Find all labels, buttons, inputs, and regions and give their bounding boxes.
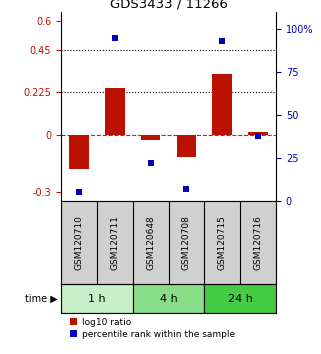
Bar (248, 132, 268, 135)
Text: GSM120711: GSM120711 (110, 215, 119, 270)
Text: GSM120648: GSM120648 (146, 215, 155, 270)
Text: 24 h: 24 h (228, 294, 253, 304)
Bar (213, 74, 232, 135)
Text: GSM120710: GSM120710 (74, 215, 83, 270)
Text: GSM120715: GSM120715 (218, 215, 227, 270)
Text: GSM120708: GSM120708 (182, 215, 191, 270)
Text: 4 h: 4 h (160, 294, 178, 304)
Bar (61, 284, 133, 313)
Bar (204, 284, 276, 313)
Legend: log10 ratio, percentile rank within the sample: log10 ratio, percentile rank within the … (70, 318, 235, 338)
Bar (141, 135, 160, 141)
Text: time ▶: time ▶ (25, 294, 58, 304)
Text: GSM120716: GSM120716 (254, 215, 263, 270)
Bar (133, 284, 204, 313)
Title: GDS3433 / 11266: GDS3433 / 11266 (109, 0, 228, 11)
Text: 1 h: 1 h (88, 294, 106, 304)
Bar (177, 135, 196, 156)
Bar (69, 135, 89, 169)
Bar (105, 88, 125, 135)
